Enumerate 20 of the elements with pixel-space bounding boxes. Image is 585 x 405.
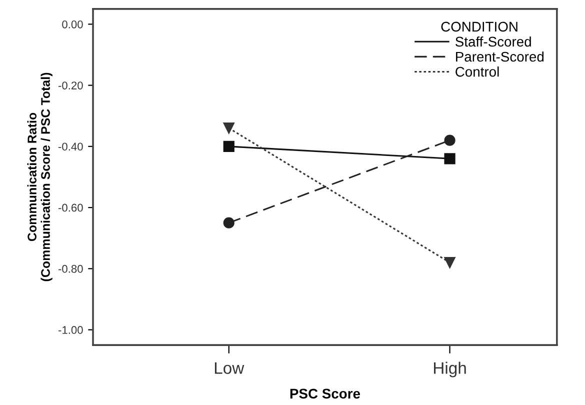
y-tick-label: -0.60 [58,204,83,212]
point [223,122,234,134]
y-tick-label: -1.00 [58,326,83,334]
y-tick-label: -0.80 [58,264,83,273]
point [223,140,234,152]
x-tick-label: High [434,362,466,378]
y-axis-title: Communication Ratio (Communication Score / PSC Total) [27,72,52,282]
x-axis-title: PSC Score [290,388,360,399]
y-tick-label: 0.00 [62,20,83,28]
point [444,134,456,146]
legend-title: CONDITION [441,22,518,32]
legend-label: Control [456,66,499,77]
point [223,217,234,228]
y-tick-label: -0.20 [58,82,83,90]
legend-label: Parent-Scored [456,51,544,62]
legend-label: Staff-Scored [456,36,531,47]
point [444,153,456,164]
x-tick-label: Low [214,362,244,374]
point [444,256,456,268]
y-tick-label: -0.40 [58,142,83,151]
